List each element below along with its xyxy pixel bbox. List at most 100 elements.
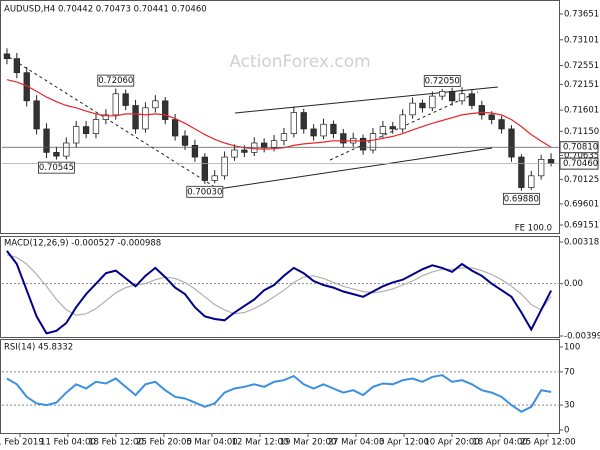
watermark: ActionForex.com bbox=[229, 52, 370, 72]
candle-body bbox=[241, 149, 248, 153]
candle-body bbox=[290, 112, 297, 134]
candle-body bbox=[528, 175, 535, 188]
plot-layer: 0.69151 0.69601 0.70125 0.70635 0.71150 0.716… bbox=[0, 10, 600, 448]
candle-body bbox=[82, 126, 90, 134]
candle-body bbox=[310, 128, 317, 137]
candle-body bbox=[201, 156, 208, 181]
candle-body bbox=[508, 128, 515, 158]
candle-body bbox=[162, 100, 169, 120]
candle-body bbox=[43, 128, 50, 153]
price-level-label: 0.70810 bbox=[563, 143, 598, 153]
candle-body bbox=[33, 100, 40, 130]
candle-body bbox=[231, 149, 238, 158]
candle-body bbox=[359, 137, 367, 151]
candle-body bbox=[330, 123, 337, 134]
annotation-box bbox=[186, 185, 224, 198]
indicator-line bbox=[6, 250, 552, 335]
y-tick-label: 0 bbox=[564, 426, 569, 436]
y-tick-label: 0.70125 bbox=[564, 175, 599, 185]
indicator-line bbox=[6, 374, 552, 413]
y-tick-label: 0.70635 bbox=[564, 151, 599, 161]
annotation-box bbox=[423, 75, 461, 87]
candle-body bbox=[448, 91, 456, 102]
x-tick-label: 10 Apr 20:00 bbox=[424, 438, 479, 448]
x-tick-label: 25 Apr 12:00 bbox=[520, 438, 575, 448]
y-tick-label: 0.69151 bbox=[564, 221, 599, 231]
candle-body bbox=[112, 93, 119, 116]
y-tick-label: 0.003181 bbox=[564, 237, 600, 247]
price-title: AUDUSD,H4 0.70442 0.70473 0.70441 0.7046… bbox=[4, 5, 207, 15]
candle-body bbox=[63, 142, 70, 157]
candle-body bbox=[340, 133, 347, 144]
rsi-panel bbox=[0, 339, 560, 434]
price-level-box bbox=[559, 141, 599, 154]
annotation-box bbox=[38, 161, 75, 174]
candle-body bbox=[53, 152, 60, 157]
candle-body bbox=[102, 114, 110, 120]
annotation-box bbox=[502, 192, 540, 205]
x-tick-label: 11 Feb 04:00 bbox=[40, 438, 96, 448]
candle-body bbox=[538, 159, 545, 177]
candle-body bbox=[261, 142, 268, 149]
annotation: 0.72060 bbox=[98, 76, 133, 86]
x-tick-label: 19 Mar 20:00 bbox=[280, 438, 337, 448]
candle-body bbox=[429, 95, 436, 109]
candle-body bbox=[171, 119, 179, 137]
fibo-label: FE 100.0 bbox=[515, 224, 552, 234]
candle-body bbox=[409, 102, 416, 116]
candle-body bbox=[399, 114, 406, 130]
x-tick-label: 5 Mar 04:00 bbox=[186, 438, 237, 448]
candle-body bbox=[132, 105, 139, 130]
candle-body bbox=[122, 93, 129, 106]
y-tick-label: 0.71601 bbox=[564, 106, 599, 116]
trend-lines bbox=[3, 53, 499, 190]
x-tick-label: 1 Feb 2019 bbox=[0, 438, 44, 448]
candle-body bbox=[419, 102, 426, 109]
macd-panel bbox=[0, 236, 560, 338]
candle-body bbox=[73, 126, 80, 144]
annotation: 0.70030 bbox=[187, 187, 222, 197]
x-tick-label: 18 Feb 12:00 bbox=[88, 438, 144, 448]
y-tick-label: 0.00 bbox=[564, 279, 583, 289]
indicator-line bbox=[6, 254, 552, 316]
candle-body bbox=[379, 126, 387, 134]
candle-body bbox=[221, 156, 228, 177]
candle-body bbox=[478, 105, 485, 116]
candle-body bbox=[181, 135, 189, 146]
candle-body bbox=[211, 175, 218, 181]
candle-body bbox=[488, 114, 495, 120]
x-tick-label: 25 Feb 20:00 bbox=[136, 438, 192, 448]
candle-body bbox=[458, 93, 466, 102]
candle-body bbox=[468, 93, 476, 106]
x-tick-label: 18 Apr 04:00 bbox=[472, 438, 527, 448]
candle-body bbox=[389, 126, 396, 130]
y-tick-label: -0.003995 bbox=[564, 331, 600, 341]
x-tick-label: 12 Mar 12:00 bbox=[232, 438, 289, 448]
candle-body bbox=[13, 58, 20, 74]
annotation: 0.70545 bbox=[39, 163, 74, 173]
candle-body bbox=[251, 142, 258, 153]
candle-body bbox=[439, 91, 446, 97]
y-tick-label: 0.71150 bbox=[564, 127, 599, 137]
y-tick-label: 70 bbox=[564, 367, 575, 377]
y-tick-label: 0.69601 bbox=[564, 199, 599, 209]
annotation: 0.69880 bbox=[504, 194, 539, 204]
candle-body bbox=[320, 123, 327, 137]
y-tick-label: 0.72551 bbox=[564, 61, 599, 71]
price-level-label: 0.70460 bbox=[563, 159, 598, 169]
candle-body bbox=[270, 140, 278, 149]
moving-average bbox=[6, 79, 552, 150]
rsi-title: RSI(14) 45.8332 bbox=[4, 343, 73, 353]
macd-title: MACD(12,26,9) -0.000527 -0.000988 bbox=[4, 239, 161, 249]
y-tick-label: 0.72151 bbox=[564, 80, 599, 90]
candle-body bbox=[3, 53, 11, 59]
price-panel bbox=[0, 0, 560, 234]
candle-body bbox=[280, 133, 288, 142]
candle-body bbox=[142, 107, 149, 130]
candle-body bbox=[300, 112, 307, 130]
annotation: 0.72050 bbox=[425, 77, 460, 87]
y-tick-label: 30 bbox=[564, 401, 575, 411]
annotation-box bbox=[97, 74, 135, 87]
y-tick-label: 0.73101 bbox=[564, 35, 599, 45]
